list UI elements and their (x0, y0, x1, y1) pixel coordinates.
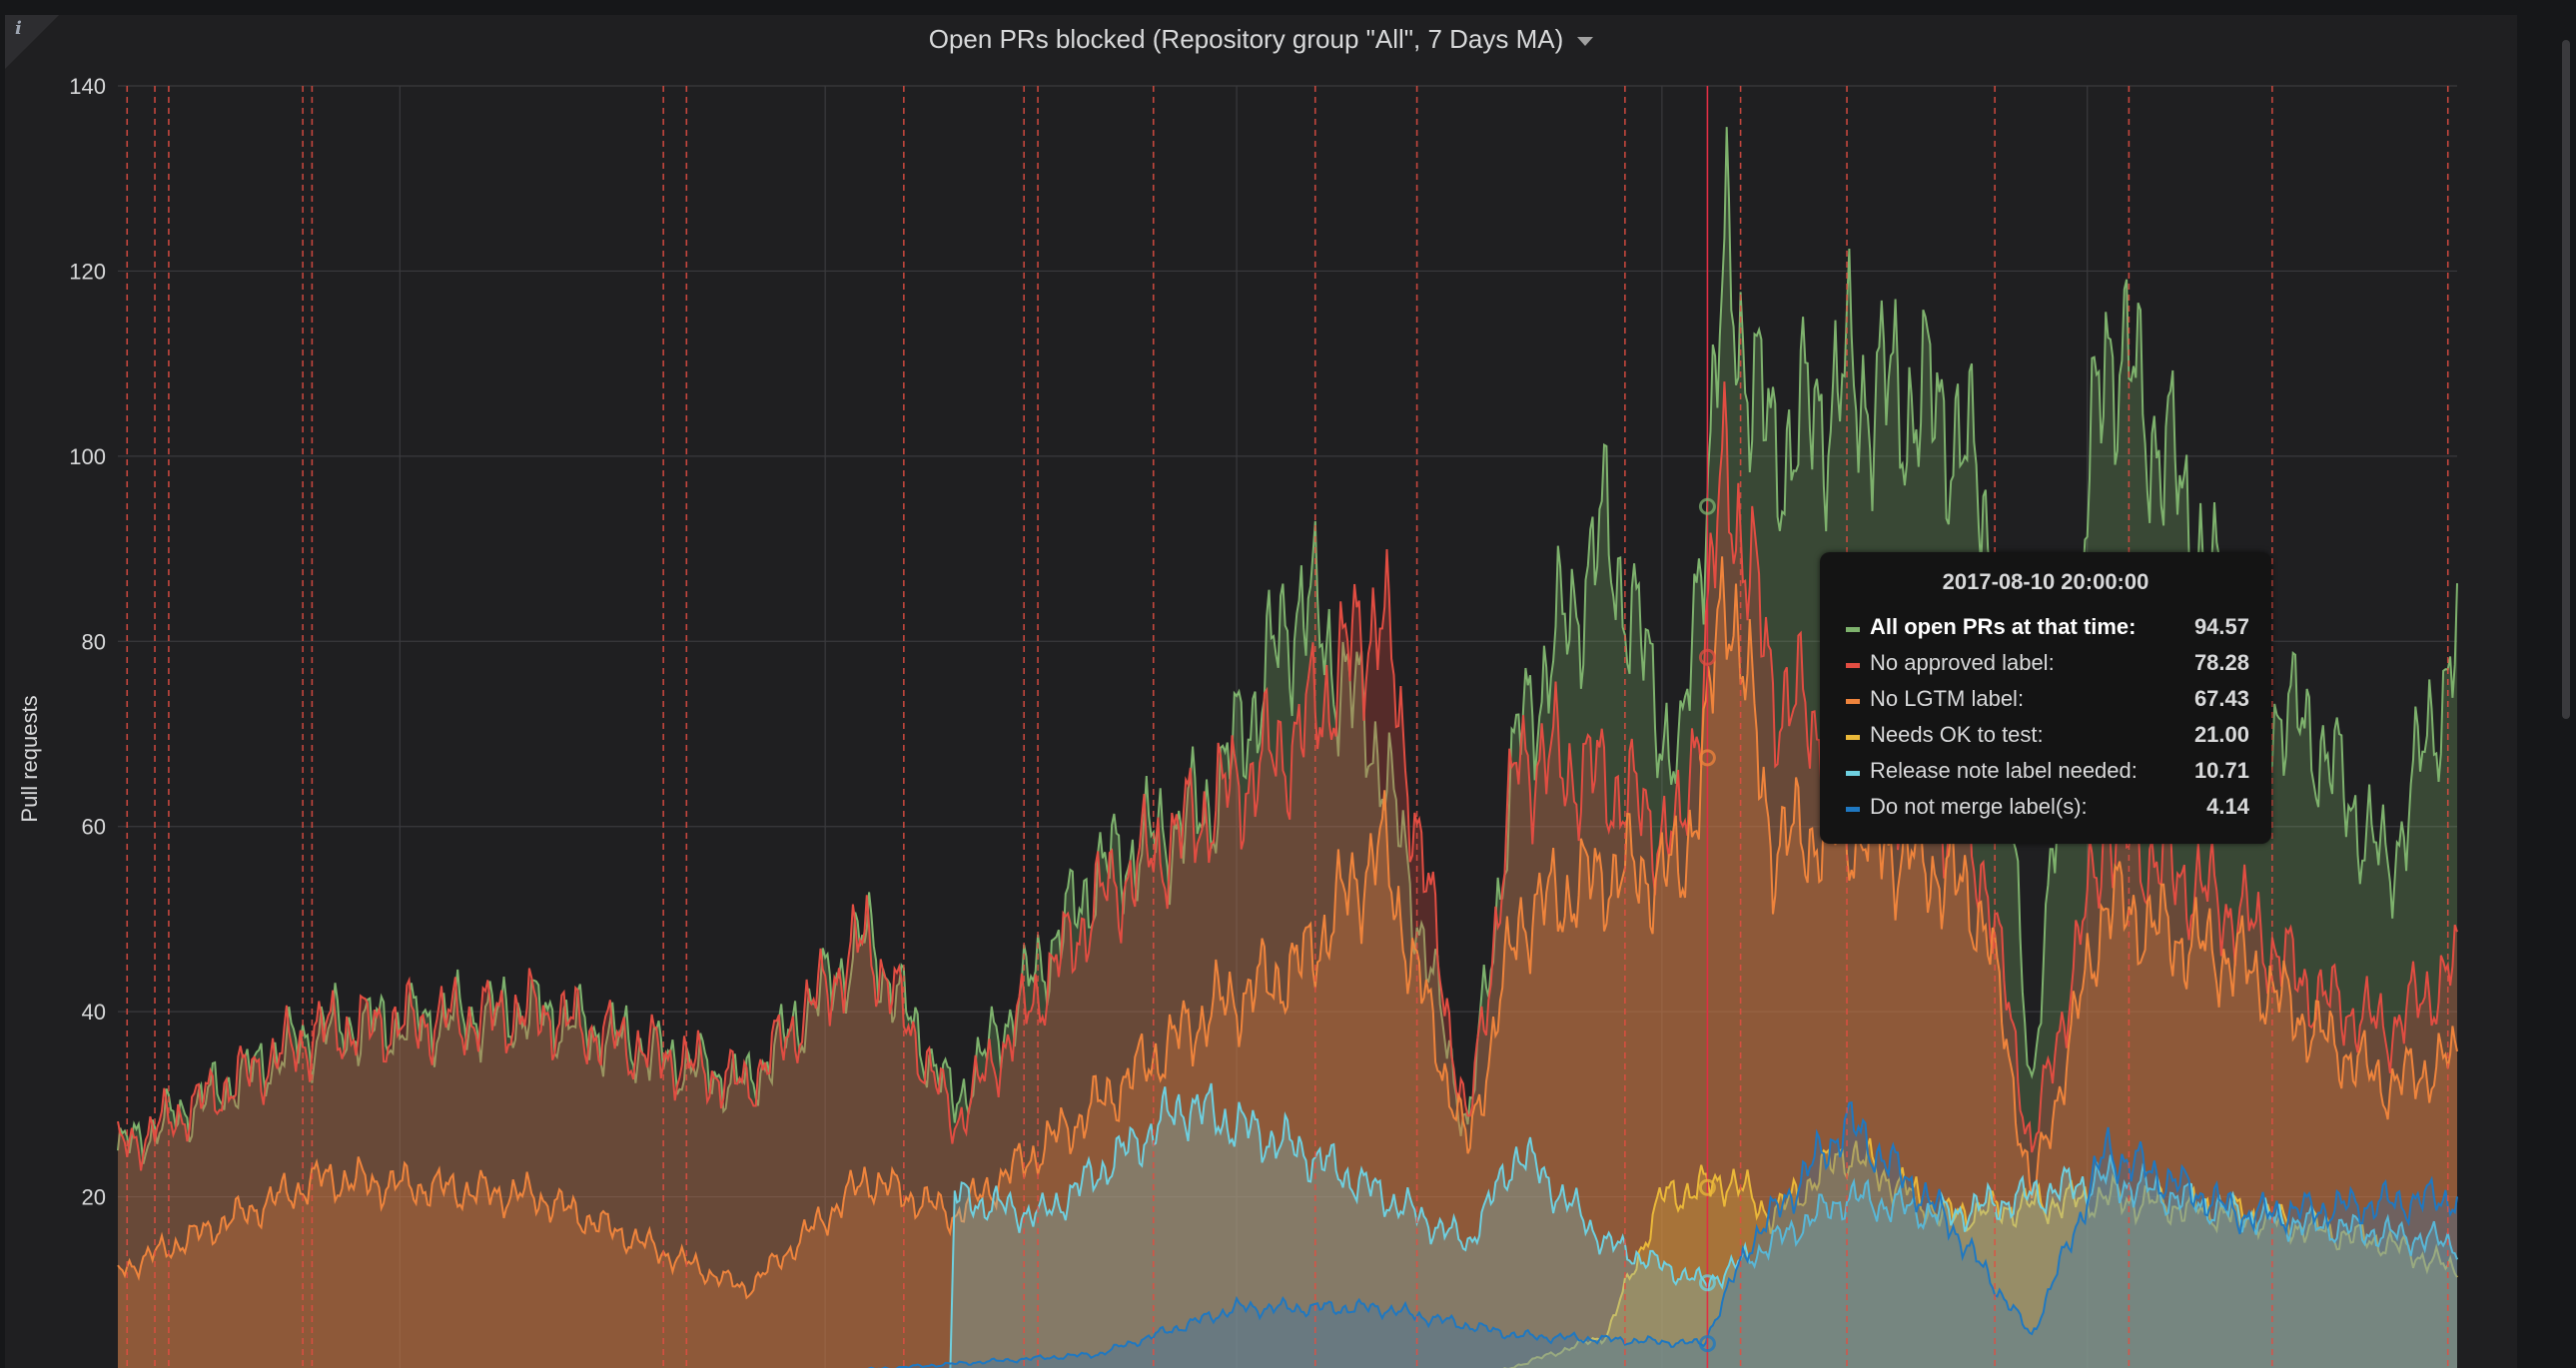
tooltip-row: Needs OK to test: 21.00 (1846, 722, 2249, 758)
tooltip-series-label: All open PRs at that time: (1870, 614, 2137, 639)
panel-title-text[interactable]: Open PRs blocked (Repository group "All"… (928, 24, 1564, 54)
tooltip-row: Release note label needed: 10.71 (1846, 758, 2249, 794)
series-line (867, 1101, 2458, 1368)
y-tick-label: 100 (69, 444, 106, 469)
tooltip-series-swatch (1846, 699, 1860, 704)
series-5 (867, 1101, 2458, 1368)
tooltip-series-value: 78.28 (2193, 650, 2249, 675)
series-line (117, 381, 2458, 1171)
panel-info-corner[interactable] (5, 15, 59, 69)
tooltip-series-swatch (1846, 771, 1860, 776)
tooltip-series-swatch (1846, 627, 1860, 632)
tooltip-series-label: Release note label needed: (1870, 758, 2138, 783)
tooltip-series-value: 10.71 (2193, 758, 2249, 783)
y-tick-label: 40 (82, 1000, 106, 1025)
tooltip-row: All open PRs at that time: 94.57 (1846, 614, 2249, 650)
series-line (949, 1082, 2458, 1368)
tooltip-row: Do not merge label(s): 4.14 (1846, 794, 2249, 830)
tooltip-row: No approved label: 78.28 (1846, 650, 2249, 686)
tooltip-row: No LGTM label: 67.43 (1846, 686, 2249, 722)
hover-point-marker (1698, 1335, 1716, 1353)
panel-title[interactable]: Open PRs blocked (Repository group "All"… (0, 24, 2522, 55)
tooltip-series-value: 21.00 (2193, 722, 2249, 747)
series-1 (117, 381, 2458, 1368)
series-line (117, 556, 2458, 1300)
series-area (118, 381, 2457, 1368)
tooltip-series-label: No approved label: (1870, 650, 2055, 675)
annotation-layer (126, 86, 2449, 1368)
hover-layer (1698, 86, 1716, 1368)
series-area (950, 1083, 2457, 1368)
tooltip-time: 2017-08-10 20:00:00 (1942, 569, 2149, 594)
y-tick-label: 60 (82, 815, 106, 840)
tooltip-series-label: Needs OK to test: (1870, 722, 2044, 747)
series-line (1502, 1137, 2458, 1368)
tooltip-series-value: 67.43 (2193, 686, 2249, 711)
tooltip-series-label: No LGTM label: (1870, 686, 2025, 711)
series-4 (949, 1082, 2458, 1368)
hover-point-marker (1698, 497, 1716, 515)
series-layer (117, 127, 2458, 1368)
tooltip-series-swatch (1846, 807, 1860, 812)
y-tick-label: 120 (69, 259, 106, 284)
tooltip-series-value: 94.57 (2193, 614, 2249, 639)
tooltip-series-value: 4.14 (2206, 794, 2249, 819)
tooltip-series-label: Do not merge label(s): (1870, 794, 2088, 819)
hover-tooltip: 2017-08-10 20:00:00 All open PRs at that… (1820, 552, 2271, 844)
info-icon[interactable]: i (15, 18, 22, 39)
series-area (1511, 1138, 2457, 1368)
y-axis: 20 40 60 80 100 120 140 (69, 74, 106, 1210)
y-tick-label: 20 (82, 1185, 106, 1210)
scrollbar[interactable] (2562, 40, 2570, 719)
hover-point-marker (1698, 1274, 1716, 1292)
caret-down-icon[interactable] (1577, 36, 1594, 46)
tooltip-series-swatch (1846, 735, 1860, 740)
hover-point-marker (1698, 749, 1716, 767)
series-area (870, 1102, 2457, 1368)
series-3 (1502, 1137, 2458, 1368)
tooltip-series-swatch (1846, 663, 1860, 668)
hover-point-marker (1698, 1178, 1716, 1196)
y-tick-label: 140 (69, 74, 106, 99)
hover-point-marker (1698, 648, 1716, 666)
y-tick-label: 80 (82, 629, 106, 654)
